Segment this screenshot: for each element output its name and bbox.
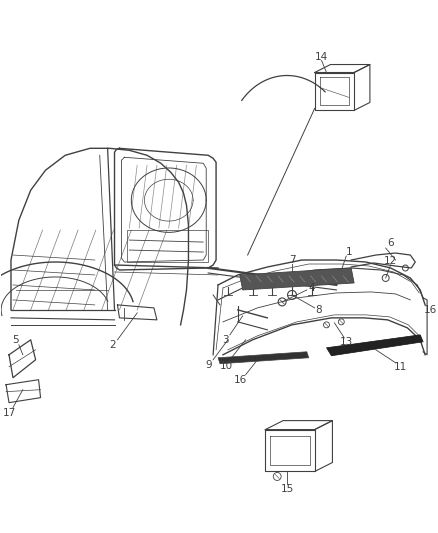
Text: 11: 11 <box>394 362 407 372</box>
Text: 9: 9 <box>205 360 212 370</box>
Text: 10: 10 <box>219 361 233 371</box>
Text: 16: 16 <box>424 305 437 315</box>
Text: 8: 8 <box>315 305 322 315</box>
Text: 1: 1 <box>346 247 353 257</box>
Text: 15: 15 <box>280 484 294 495</box>
Text: 4: 4 <box>308 283 315 293</box>
Text: 12: 12 <box>384 256 397 266</box>
Text: 16: 16 <box>234 375 247 385</box>
Polygon shape <box>218 352 309 364</box>
Text: 13: 13 <box>339 337 353 347</box>
Text: 5: 5 <box>13 335 19 345</box>
Polygon shape <box>326 335 423 356</box>
Polygon shape <box>240 268 354 290</box>
Text: 3: 3 <box>223 335 229 345</box>
Text: 2: 2 <box>109 340 116 350</box>
Text: 17: 17 <box>2 408 16 418</box>
Text: 6: 6 <box>387 238 394 248</box>
Text: 7: 7 <box>289 255 295 265</box>
Text: 14: 14 <box>315 52 328 61</box>
